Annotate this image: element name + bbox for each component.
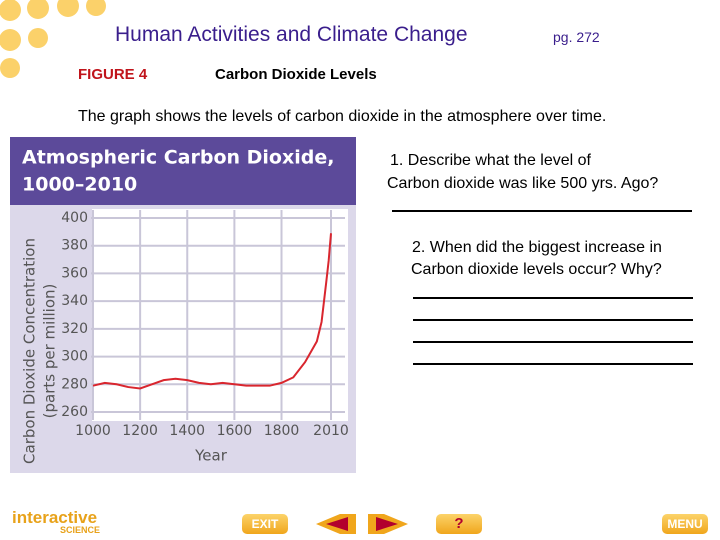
help-button[interactable]: ? (436, 514, 482, 534)
answer-line (413, 319, 693, 321)
y-tick-label: 260 (61, 404, 88, 420)
y-tick-label: 300 (61, 349, 88, 365)
y-tick-label: 360 (61, 265, 88, 281)
y-tick-label: 380 (61, 238, 88, 254)
x-tick-label: 1200 (122, 423, 158, 439)
data-line (92, 233, 332, 390)
x-axis-label: Year (194, 447, 228, 465)
page-ref: pg. 272 (553, 29, 600, 45)
chart: Atmospheric Carbon Dioxide, 1000–2010 Ca… (10, 137, 356, 473)
chart-subtitle: 1000–2010 (22, 174, 137, 196)
x-tick-label: 2010 (313, 423, 349, 439)
caption: The graph shows the levels of carbon dio… (78, 108, 607, 125)
answer-line (392, 210, 692, 212)
x-tick-label: 1800 (264, 423, 300, 439)
question: 1. Describe what the level of (390, 152, 591, 169)
y-axis-label: Carbon Dioxide Concentration (21, 238, 39, 464)
decoration (0, 0, 106, 78)
slide-title: Human Activities and Climate Change (115, 23, 468, 46)
y-tick-label: 320 (61, 321, 88, 337)
question: Carbon dioxide levels occur? Why? (411, 261, 662, 278)
x-tick-label: 1400 (169, 423, 205, 439)
figure-label: FIGURE 4 (78, 66, 148, 83)
x-tick-label: 1000 (75, 423, 111, 439)
y-axis-label: (parts per million) (41, 284, 59, 419)
plot-area (92, 209, 348, 421)
question: 2. When did the biggest increase in (412, 239, 662, 256)
chart-title: Atmospheric Carbon Dioxide, (22, 147, 334, 169)
exit-button[interactable]: EXIT (242, 514, 288, 534)
answer-line (413, 341, 693, 343)
y-tick-label: 340 (61, 293, 88, 309)
figure-title: Carbon Dioxide Levels (215, 66, 377, 83)
nav-arrows (316, 514, 408, 534)
question: Carbon dioxide was like 500 yrs. Ago? (387, 175, 659, 192)
answer-line (413, 363, 693, 365)
chart-header (10, 137, 356, 205)
answer-line (413, 297, 693, 299)
y-tick-label: 400 (61, 210, 88, 226)
y-tick-label: 280 (61, 376, 88, 392)
logo: SCIENCE (60, 525, 101, 535)
logo: interactive (12, 508, 98, 527)
menu-button[interactable]: MENU (662, 514, 708, 534)
x-tick-label: 1600 (217, 423, 253, 439)
